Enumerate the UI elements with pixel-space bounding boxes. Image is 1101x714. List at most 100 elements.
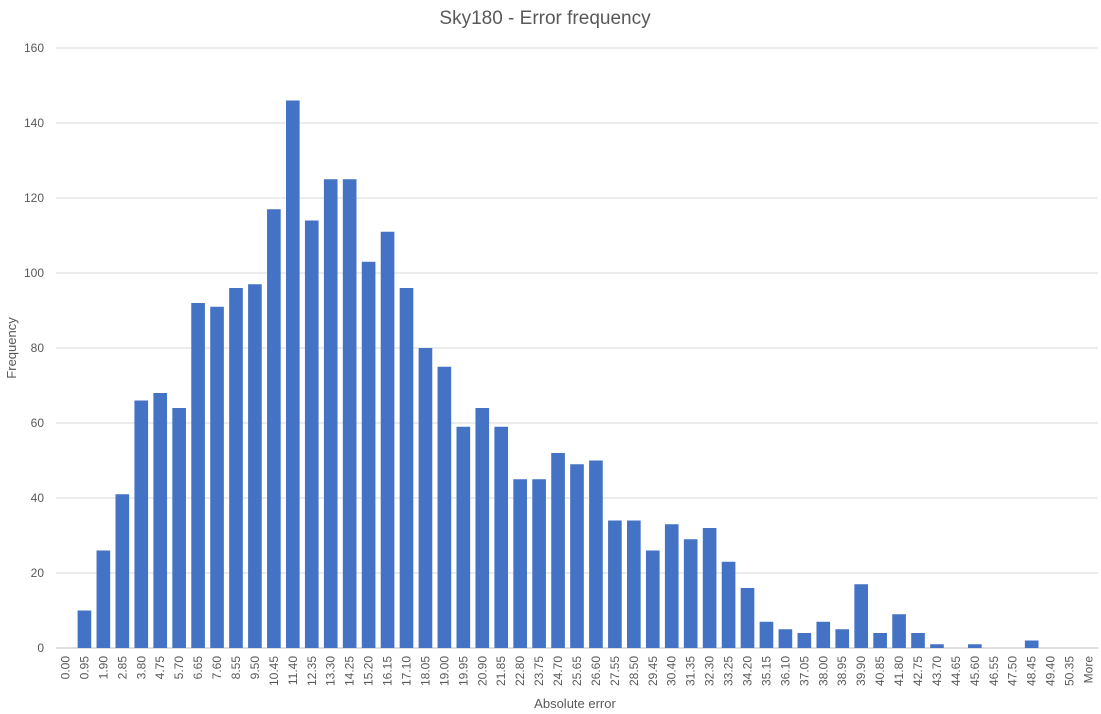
- x-tick-label: 37.05: [797, 656, 811, 686]
- x-tick-label: 20.90: [475, 656, 489, 686]
- x-tick-label: 34.20: [741, 656, 755, 686]
- bar: [816, 621, 831, 648]
- x-tick-label: 0.95: [77, 656, 91, 680]
- x-tick-label: 4.75: [153, 656, 167, 680]
- x-tick-label: 24.70: [551, 656, 565, 686]
- x-tick-label: 38.00: [816, 656, 830, 686]
- x-tick-label: 19.00: [437, 656, 451, 686]
- bar: [854, 584, 869, 648]
- x-tick-label: 40.85: [873, 656, 887, 686]
- x-tick-label: 10.45: [267, 656, 281, 686]
- x-tick-label: 45.60: [968, 656, 982, 686]
- x-axis-ticks: 0.00 0.95 1.90 2.85 3.80 4.75 5.70 6.65 7.60 8.55…: [58, 656, 1095, 686]
- bar: [702, 528, 717, 648]
- bar: [664, 524, 679, 648]
- bar: [456, 426, 471, 648]
- bar: [532, 479, 546, 648]
- x-tick-label: 27.55: [608, 656, 622, 686]
- y-tick-label: 100: [24, 266, 44, 280]
- bar: [627, 520, 641, 648]
- x-tick-label: 31.35: [684, 656, 698, 686]
- bar: [172, 408, 186, 648]
- bar: [570, 464, 584, 648]
- x-tick-label: 46.55: [987, 656, 1001, 686]
- x-tick-label: 49.40: [1044, 656, 1058, 686]
- bar: [323, 179, 338, 648]
- y-tick-label: 0: [37, 641, 44, 655]
- x-tick-label: 41.80: [892, 656, 906, 686]
- y-axis-ticks: 0 20 40 60 80 100 120 140 160: [24, 41, 44, 655]
- x-tick-label: 38.95: [835, 656, 849, 686]
- x-tick-label: 48.45: [1025, 656, 1039, 686]
- bar: [683, 539, 698, 648]
- bar: [797, 633, 812, 648]
- x-tick-label: 23.75: [532, 656, 546, 686]
- x-tick-label: 12.35: [305, 656, 319, 686]
- x-tick-label: 47.50: [1006, 656, 1020, 686]
- bar: [589, 460, 603, 648]
- x-tick-label: 26.60: [589, 656, 603, 686]
- bar: [873, 633, 887, 648]
- bar: [968, 644, 982, 648]
- bar: [437, 366, 452, 648]
- x-tick-label: 25.65: [570, 656, 584, 686]
- bar: [645, 550, 660, 648]
- x-tick-label: 16.15: [381, 656, 395, 686]
- x-tick-label: 21.85: [494, 656, 508, 686]
- x-tick-label: 44.65: [949, 656, 963, 686]
- x-tick-label: 35.15: [759, 656, 773, 686]
- bar: [835, 629, 850, 648]
- x-tick-label: 5.70: [172, 656, 186, 680]
- bar: [475, 408, 490, 648]
- x-tick-label: 6.65: [191, 656, 205, 680]
- bar: [399, 288, 414, 648]
- x-tick-label: More: [1082, 656, 1096, 684]
- bar: [115, 494, 130, 648]
- x-tick-label: 29.45: [646, 656, 660, 686]
- bar: [740, 588, 755, 648]
- x-tick-label: 19.95: [456, 656, 470, 686]
- bar: [911, 633, 925, 648]
- bar: [1024, 640, 1039, 648]
- y-tick-label: 20: [31, 566, 45, 580]
- x-tick-label: 8.55: [229, 656, 243, 680]
- x-tick-label: 39.90: [854, 656, 868, 686]
- x-axis-title: Absolute error: [534, 696, 616, 711]
- bar: [380, 231, 395, 648]
- x-tick-label: 22.80: [513, 656, 527, 686]
- x-tick-label: 1.90: [96, 656, 110, 680]
- bar: [930, 644, 944, 648]
- bar: [248, 284, 262, 648]
- bar: [267, 209, 281, 648]
- x-tick-label: 13.30: [324, 656, 338, 686]
- chart-title: Sky180 - Error frequency: [439, 8, 651, 29]
- bar: [229, 288, 243, 648]
- bar: [134, 400, 149, 648]
- x-tick-label: 30.40: [665, 656, 679, 686]
- x-tick-label: 17.10: [399, 656, 413, 686]
- bar: [285, 100, 300, 648]
- bar: [778, 629, 793, 648]
- bar: [892, 614, 906, 648]
- bar: [494, 426, 509, 648]
- x-tick-label: 11.40: [286, 656, 300, 685]
- y-axis-title: Frequency: [4, 317, 19, 379]
- bar: [304, 220, 319, 648]
- x-tick-label: 0.00: [58, 656, 72, 680]
- x-tick-label: 14.25: [343, 656, 357, 686]
- x-tick-label: 42.75: [911, 656, 925, 686]
- bar: [759, 621, 774, 648]
- bar: [191, 303, 205, 648]
- bar: [153, 393, 168, 648]
- bar: [361, 261, 376, 648]
- y-tick-label: 120: [24, 191, 44, 205]
- x-tick-label: 28.50: [627, 656, 641, 686]
- bar: [77, 610, 92, 648]
- bar: [551, 453, 565, 648]
- x-tick-label: 7.60: [210, 656, 224, 680]
- y-tick-label: 40: [31, 491, 45, 505]
- x-tick-label: 9.50: [248, 656, 262, 680]
- x-tick-label: 50.35: [1063, 656, 1077, 686]
- y-tick-label: 80: [31, 341, 45, 355]
